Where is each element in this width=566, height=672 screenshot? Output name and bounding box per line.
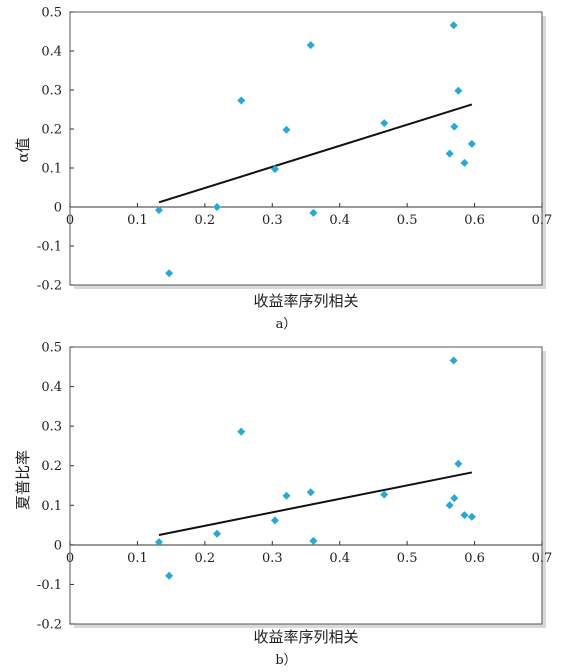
y-tick-label: -0.1 <box>37 240 62 255</box>
x-tick-label: 0.7 <box>532 213 553 228</box>
x-tick-label: 0.6 <box>464 213 485 228</box>
data-point <box>212 203 221 211</box>
data-point <box>445 501 454 510</box>
data-point <box>467 512 476 521</box>
y-tick-label: 0.4 <box>41 45 62 60</box>
x-tick-label: 0 <box>66 551 74 566</box>
y-tick-label: 0 <box>54 201 62 216</box>
y-tick-label: 0.5 <box>41 6 62 21</box>
y-axis-title: α值 <box>14 137 32 162</box>
y-tick-label: 0.3 <box>41 420 62 435</box>
chart-panel-1: 0 0.1 0.2 0.3 0.4 0.5 0.6 0.7 0.5 0.4 0.3 0.2 0.1 0 -0… <box>14 6 552 333</box>
y-tick-label: 0.2 <box>41 123 62 138</box>
x-tick-label: 0.5 <box>397 551 418 566</box>
data-point <box>309 208 318 217</box>
data-point <box>449 356 458 365</box>
x-tick-label: 0.2 <box>195 551 216 566</box>
x-tick-label: 0.7 <box>532 551 553 566</box>
y-tick-label: -0.2 <box>37 279 62 294</box>
y-tick-label: 0.2 <box>41 459 62 474</box>
data-point <box>270 165 279 174</box>
trend-line <box>158 103 473 204</box>
y-tick-label: 0.4 <box>41 380 62 395</box>
data-point <box>454 86 463 95</box>
data-point <box>237 427 246 436</box>
x-tick-label: 0.6 <box>464 551 485 566</box>
data-point <box>306 488 315 497</box>
y-tick-label: 0.1 <box>41 162 62 177</box>
plot-frame <box>69 346 543 625</box>
x-axis-title: 收益率序列相关 <box>253 628 358 646</box>
chart-panel-2: 0 0.1 0.2 0.3 0.4 0.5 0.6 0.7 0.5 0.4 0.3 0.2 0.1 0 -0… <box>14 341 552 669</box>
x-tick-label: 0.1 <box>127 551 148 566</box>
x-tick-label: 0.3 <box>262 213 283 228</box>
data-point <box>454 459 463 468</box>
y-axis-title: 夏普比率 <box>14 450 32 510</box>
data-point <box>165 571 174 580</box>
data-point <box>270 516 279 525</box>
data-point <box>155 206 164 215</box>
y-tick-label: 0.5 <box>41 341 62 356</box>
data-point <box>165 269 174 278</box>
data-point <box>467 139 476 148</box>
y-tick-label: -0.1 <box>37 578 62 593</box>
y-tick-label: 0.3 <box>41 84 62 99</box>
data-point <box>450 122 459 131</box>
x-tick-label: 0.3 <box>262 551 283 566</box>
y-tick-label: 0.1 <box>41 499 62 514</box>
x-axis-title: 收益率序列相关 <box>253 292 358 310</box>
data-point <box>449 21 458 30</box>
y-tick-label: -0.2 <box>37 618 62 633</box>
data-point <box>380 490 389 499</box>
data-point <box>380 119 389 128</box>
x-tick-label: 0.2 <box>195 213 216 228</box>
data-point <box>237 96 246 105</box>
plot-frame <box>69 11 543 286</box>
data-point <box>155 538 164 547</box>
data-point <box>460 511 469 520</box>
data-point <box>282 491 291 500</box>
x-tick-label: 0.4 <box>329 551 350 566</box>
data-point <box>450 494 459 503</box>
panel-caption: b） <box>275 653 296 668</box>
x-tick-label: 0.5 <box>397 213 418 228</box>
x-tick-label: 0.4 <box>329 213 350 228</box>
trend-line <box>158 471 473 536</box>
x-tick-label: 0.1 <box>127 213 148 228</box>
panel-caption: a） <box>276 317 297 332</box>
data-point <box>212 529 221 538</box>
data-point <box>309 536 318 545</box>
data-point <box>460 158 469 167</box>
data-point <box>306 41 315 50</box>
data-point <box>282 125 291 134</box>
data-point <box>445 149 454 158</box>
x-tick-label: 0 <box>66 213 74 228</box>
y-tick-label: 0 <box>54 538 62 553</box>
